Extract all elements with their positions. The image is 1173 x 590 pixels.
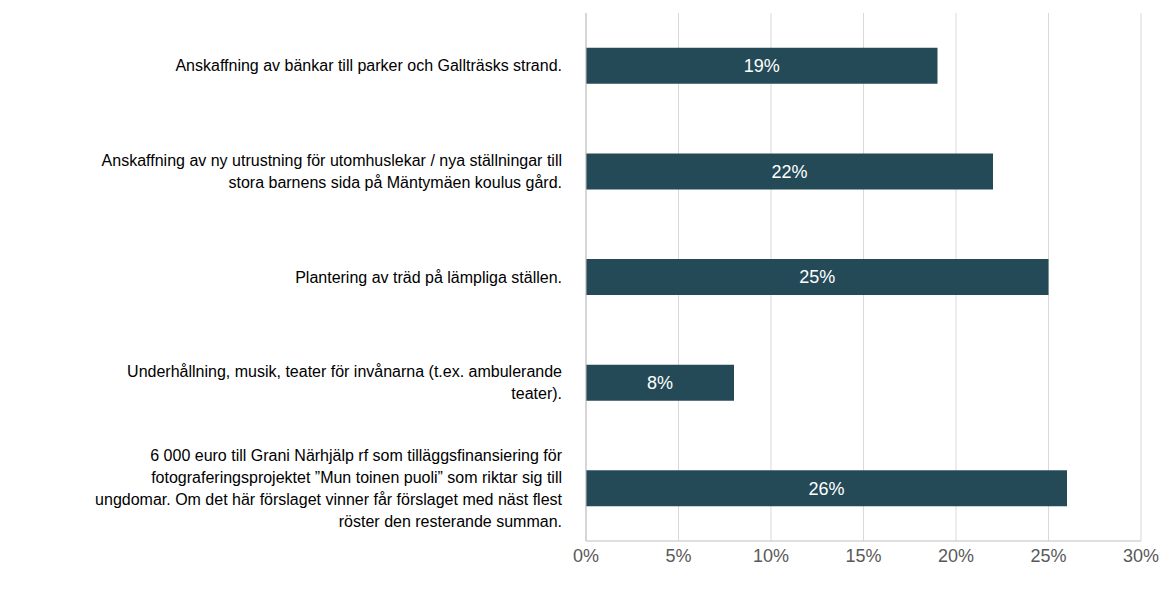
- svg-text:22%: 22%: [771, 162, 807, 182]
- svg-text:ungdomar. Om det här förslaget: ungdomar. Om det här förslaget vinner få…: [95, 491, 562, 508]
- svg-text:teater).: teater).: [511, 385, 562, 402]
- svg-text:5%: 5%: [665, 546, 691, 566]
- svg-text:röster den resterande summan.: röster den resterande summan.: [339, 513, 562, 530]
- svg-text:stora barnens sida på Mäntymäe: stora barnens sida på Mäntymäen koulus g…: [228, 174, 562, 191]
- svg-text:Anskaffning av bänkar till par: Anskaffning av bänkar till parker och Ga…: [175, 57, 562, 74]
- svg-text:Underhållning, musik, teater f: Underhållning, musik, teater för invånar…: [127, 363, 562, 380]
- svg-text:15%: 15%: [845, 546, 881, 566]
- svg-text:25%: 25%: [799, 267, 835, 287]
- svg-text:8%: 8%: [647, 373, 673, 393]
- svg-text:20%: 20%: [938, 546, 974, 566]
- svg-text:6 000 euro till Grani Närhjälp: 6 000 euro till Grani Närhjälp rf som ti…: [150, 447, 562, 464]
- svg-text:0%: 0%: [573, 546, 599, 566]
- svg-text:19%: 19%: [744, 56, 780, 76]
- svg-text:Anskaffning av ny utrustning f: Anskaffning av ny utrustning för utomhus…: [102, 152, 562, 169]
- svg-text:25%: 25%: [1030, 546, 1066, 566]
- svg-text:26%: 26%: [808, 479, 844, 499]
- svg-text:10%: 10%: [753, 546, 789, 566]
- svg-text:fotograferingsprojektet ”Mun t: fotograferingsprojektet ”Mun toinen puol…: [151, 469, 562, 486]
- svg-text:30%: 30%: [1123, 546, 1159, 566]
- svg-text:Plantering av träd på lämpliga: Plantering av träd på lämpliga ställen.: [295, 269, 562, 286]
